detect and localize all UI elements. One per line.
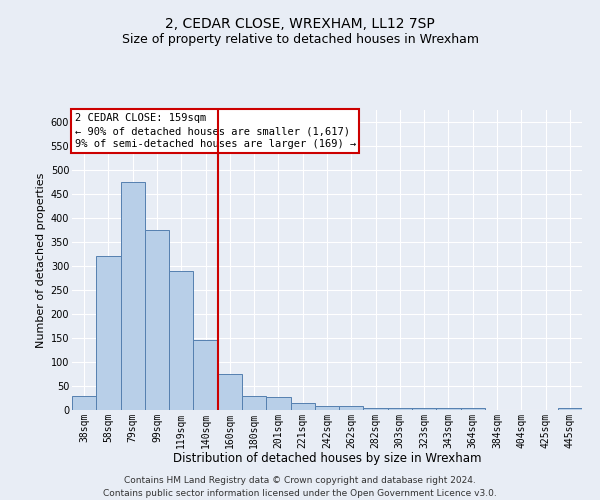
- Bar: [72, 396, 96, 410]
- Y-axis label: Number of detached properties: Number of detached properties: [37, 172, 46, 348]
- Bar: [290, 403, 315, 410]
- Bar: [339, 406, 364, 410]
- Text: 2 CEDAR CLOSE: 159sqm
← 90% of detached houses are smaller (1,617)
9% of semi-de: 2 CEDAR CLOSE: 159sqm ← 90% of detached …: [74, 113, 356, 150]
- Bar: [364, 408, 388, 410]
- Text: Size of property relative to detached houses in Wrexham: Size of property relative to detached ho…: [121, 32, 479, 46]
- Bar: [315, 406, 339, 410]
- Bar: [412, 408, 436, 410]
- Bar: [193, 340, 218, 410]
- Bar: [266, 396, 290, 410]
- Bar: [96, 256, 121, 410]
- Bar: [436, 408, 461, 410]
- Bar: [388, 408, 412, 410]
- Bar: [145, 230, 169, 410]
- Bar: [121, 182, 145, 410]
- Bar: [242, 396, 266, 410]
- Text: Contains HM Land Registry data © Crown copyright and database right 2024.
Contai: Contains HM Land Registry data © Crown c…: [103, 476, 497, 498]
- Bar: [558, 408, 582, 410]
- Bar: [461, 408, 485, 410]
- Bar: [169, 271, 193, 410]
- Text: 2, CEDAR CLOSE, WREXHAM, LL12 7SP: 2, CEDAR CLOSE, WREXHAM, LL12 7SP: [165, 18, 435, 32]
- X-axis label: Distribution of detached houses by size in Wrexham: Distribution of detached houses by size …: [173, 452, 481, 465]
- Bar: [218, 374, 242, 410]
